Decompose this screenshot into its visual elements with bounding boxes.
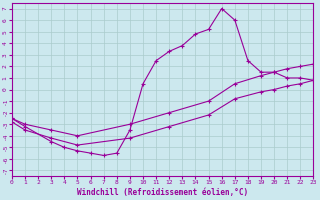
X-axis label: Windchill (Refroidissement éolien,°C): Windchill (Refroidissement éolien,°C) [77,188,248,197]
